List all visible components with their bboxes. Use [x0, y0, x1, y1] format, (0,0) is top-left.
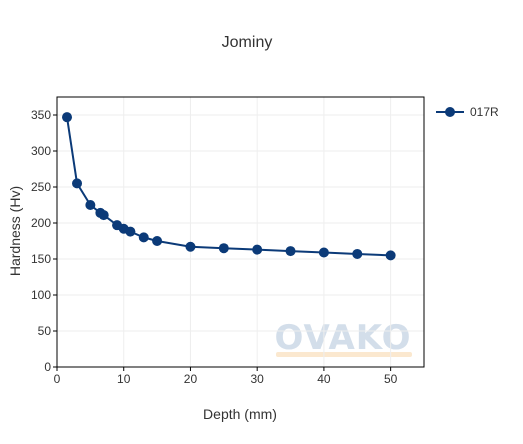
y-tick-label: 150	[31, 252, 51, 266]
x-tick-label: 0	[54, 372, 61, 386]
ovako-logo-watermark: OVAKO	[274, 318, 412, 358]
y-axis-title: Hardness (Hv)	[7, 186, 23, 276]
y-tick-label: 50	[38, 324, 52, 338]
x-tick-label: 50	[384, 372, 398, 386]
data-point[interactable]	[152, 236, 163, 246]
data-point[interactable]	[352, 248, 363, 259]
series-line[interactable]	[66, 117, 391, 257]
x-tick-label: 10	[117, 372, 131, 386]
grid	[56, 97, 424, 368]
data-point[interactable]	[125, 226, 136, 237]
data-point[interactable]	[138, 232, 149, 243]
legend-marker	[445, 107, 455, 117]
legend-label: 017R	[470, 105, 499, 119]
y-tick-label: 250	[31, 180, 51, 194]
y-tick-label: 350	[31, 108, 51, 122]
x-axis-title: Depth (mm)	[203, 406, 277, 422]
data-point[interactable]	[72, 178, 83, 189]
data-point[interactable]	[218, 243, 229, 254]
data-point[interactable]	[385, 250, 396, 261]
y-tick-label: 200	[31, 216, 51, 230]
series-layer	[62, 112, 396, 261]
chart-title: Jominy	[222, 34, 273, 51]
data-point[interactable]	[185, 241, 196, 252]
watermark-underline	[276, 352, 412, 357]
watermark-text: OVAKO	[274, 318, 411, 358]
data-point[interactable]	[318, 247, 329, 258]
axes: 0 10 20 30 40 50 0 50 100 150 200 250 300 350	[31, 96, 425, 386]
legend[interactable]: 017R	[436, 105, 499, 119]
y-tick-label: 300	[31, 144, 51, 158]
x-tick-label: 40	[317, 372, 331, 386]
data-point[interactable]	[98, 210, 109, 221]
data-point[interactable]	[285, 246, 296, 257]
plot-frame	[56, 96, 425, 368]
data-point[interactable]	[62, 112, 73, 123]
y-tick-label: 100	[31, 288, 51, 302]
x-tick-label: 30	[251, 372, 265, 386]
data-point[interactable]	[85, 200, 96, 210]
y-tick-label: 0	[44, 360, 51, 374]
x-tick-label: 20	[184, 372, 198, 386]
data-point[interactable]	[252, 244, 263, 255]
